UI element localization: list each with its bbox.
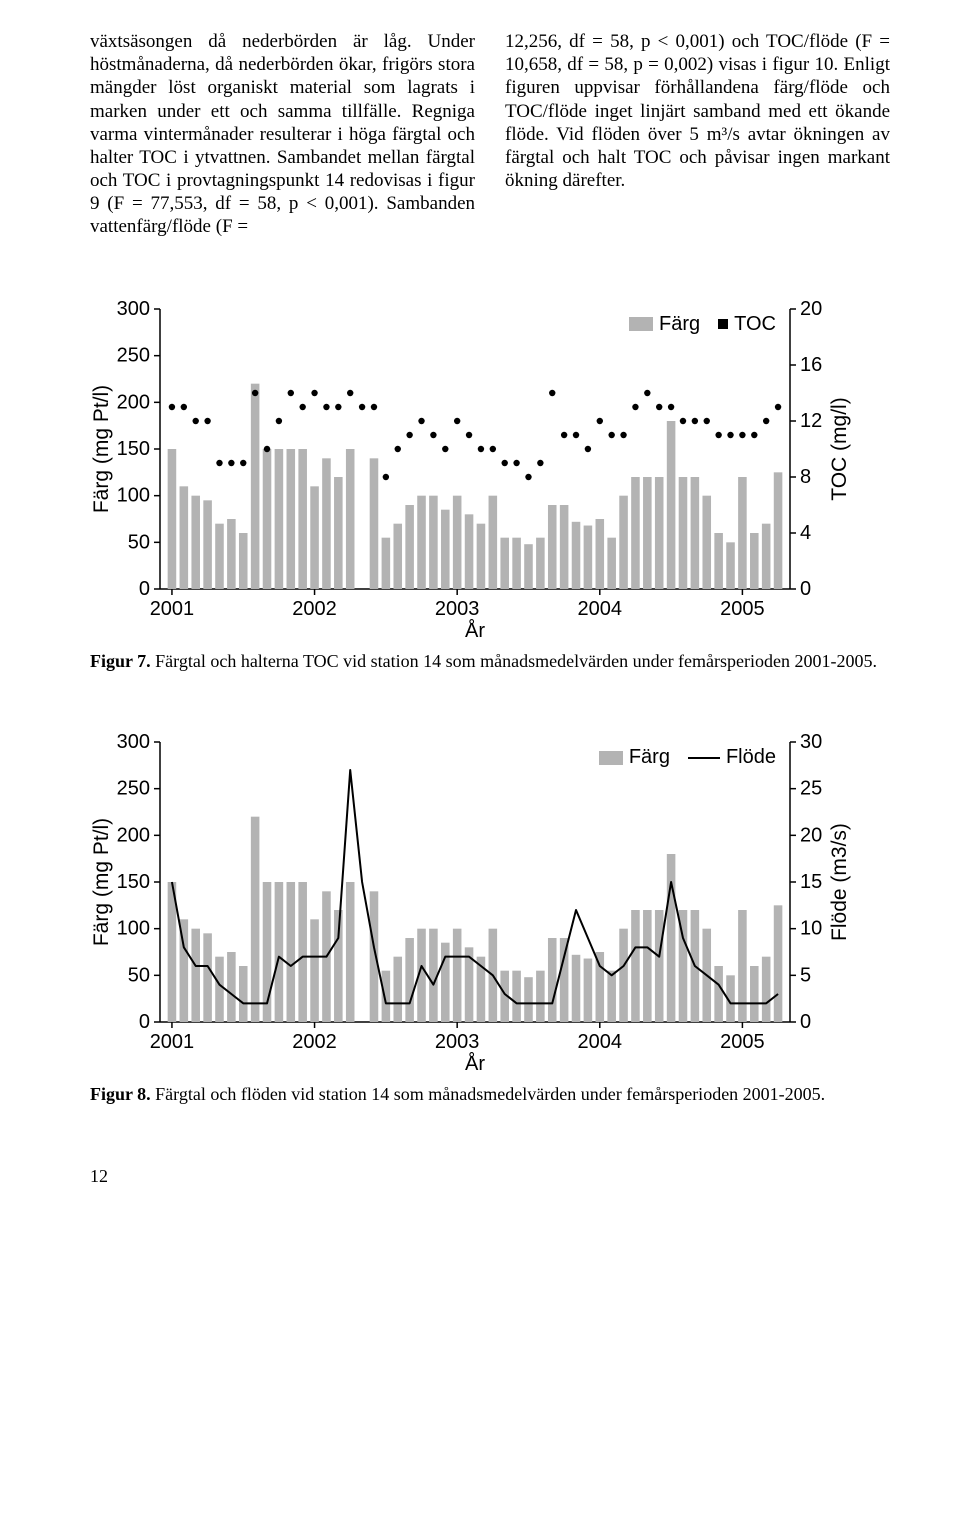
legend-item: Färg: [629, 313, 700, 336]
svg-text:5: 5: [800, 964, 811, 986]
svg-text:2002: 2002: [292, 598, 337, 620]
legend-label: Färg: [659, 313, 700, 335]
svg-text:250: 250: [117, 344, 150, 366]
figure-7-caption: Figur 7. Färgtal och halterna TOC vid st…: [90, 650, 890, 673]
page-number: 12: [90, 1166, 890, 1187]
legend-item: Flöde: [688, 746, 776, 769]
legend-swatch: [718, 319, 728, 329]
svg-text:År: År: [465, 1052, 485, 1075]
figure-8-label: Figur 8.: [90, 1084, 151, 1104]
legend-swatch: [629, 317, 653, 331]
svg-text:0: 0: [139, 1011, 150, 1033]
svg-text:2004: 2004: [578, 1031, 623, 1053]
figure-7-label: Figur 7.: [90, 651, 151, 671]
figure-7: 0 50 100 150 200 250 300 0 4 8 12 16 20 2001 2002 2003 2…: [90, 299, 890, 673]
legend-label: Flöde: [726, 746, 776, 768]
figure-7-text: Färgtal och halterna TOC vid station 14 …: [151, 651, 877, 671]
svg-text:2005: 2005: [720, 598, 765, 620]
svg-text:300: 300: [117, 299, 150, 320]
svg-text:2003: 2003: [435, 598, 480, 620]
svg-text:300: 300: [117, 732, 150, 753]
svg-text:20: 20: [800, 824, 822, 846]
svg-text:0: 0: [800, 1011, 811, 1033]
svg-text:200: 200: [117, 391, 150, 413]
svg-text:15: 15: [800, 871, 822, 893]
legend-swatch: [599, 751, 623, 765]
svg-text:0: 0: [800, 578, 811, 600]
chart-legend: Färg TOC: [629, 313, 776, 336]
svg-text:2001: 2001: [150, 1031, 195, 1053]
chart-farg-toc: 0 50 100 150 200 250 300 0 4 8 12 16 20 2001 2002 2003 2…: [90, 299, 860, 644]
svg-text:2001: 2001: [150, 598, 195, 620]
chart-legend: Färg Flöde: [599, 746, 776, 769]
two-column-text: växtsäsongen då nederbörden är låg. Unde…: [90, 30, 890, 239]
svg-text:4: 4: [800, 522, 811, 544]
svg-text:25: 25: [800, 778, 822, 800]
svg-text:100: 100: [117, 918, 150, 940]
svg-text:150: 150: [117, 871, 150, 893]
svg-text:8: 8: [800, 466, 811, 488]
svg-text:150: 150: [117, 438, 150, 460]
svg-text:2004: 2004: [578, 598, 623, 620]
svg-text:50: 50: [128, 531, 150, 553]
column-left: växtsäsongen då nederbörden är låg. Unde…: [90, 30, 475, 239]
figure-8-text: Färgtal och flöden vid station 14 som må…: [151, 1084, 826, 1104]
svg-text:Färg (mg Pt/l): Färg (mg Pt/l): [90, 818, 113, 946]
figure-8-caption: Figur 8. Färgtal och flöden vid station …: [90, 1083, 890, 1106]
legend-item: TOC: [718, 313, 776, 336]
figure-8: 0 50 100 150 200 250 300 0 5 10 15 20 25 30 2001 2002 20…: [90, 732, 890, 1106]
svg-text:År: År: [465, 619, 485, 642]
svg-text:10: 10: [800, 918, 822, 940]
legend-label: Färg: [629, 746, 670, 768]
svg-text:20: 20: [800, 299, 822, 320]
legend-swatch: [688, 757, 720, 759]
svg-text:0: 0: [139, 578, 150, 600]
svg-text:16: 16: [800, 354, 822, 376]
svg-text:2003: 2003: [435, 1031, 480, 1053]
svg-text:30: 30: [800, 732, 822, 753]
svg-text:250: 250: [117, 778, 150, 800]
chart-farg-flode: 0 50 100 150 200 250 300 0 5 10 15 20 25 30 2001 2002 20…: [90, 732, 860, 1077]
svg-text:12: 12: [800, 410, 822, 432]
svg-text:2002: 2002: [292, 1031, 337, 1053]
svg-text:Flöde (m3/s): Flöde (m3/s): [828, 823, 851, 941]
svg-text:200: 200: [117, 824, 150, 846]
svg-text:TOC (mg/l): TOC (mg/l): [828, 397, 851, 500]
svg-text:100: 100: [117, 484, 150, 506]
column-right: 12,256, df = 58, p < 0,001) och TOC/flöd…: [505, 30, 890, 239]
svg-text:2005: 2005: [720, 1031, 765, 1053]
svg-text:Färg (mg Pt/l): Färg (mg Pt/l): [90, 384, 113, 512]
legend-item: Färg: [599, 746, 670, 769]
legend-label: TOC: [734, 313, 776, 335]
svg-text:50: 50: [128, 964, 150, 986]
